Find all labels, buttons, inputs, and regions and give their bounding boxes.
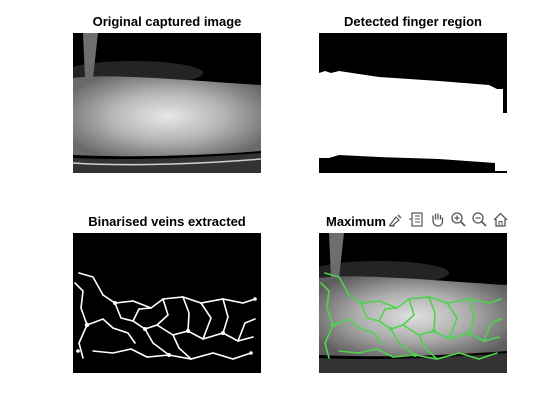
finger-region-axes[interactable]: [319, 33, 507, 173]
binarised-veins-image: [73, 233, 261, 373]
panel-title-original: Original captured image: [92, 14, 242, 29]
zoom-in-icon[interactable]: [449, 210, 468, 229]
maximum-overlay-axes[interactable]: [319, 233, 507, 373]
panel-title-finger-region: Detected finger region: [344, 14, 482, 29]
panel-title-maximum: Maximum: [326, 214, 386, 229]
maximum-overlay-image: [319, 233, 507, 373]
zoom-out-icon[interactable]: [470, 210, 489, 229]
panel-title-binarised-veins: Binarised veins extracted: [88, 214, 246, 229]
original-image-axes[interactable]: [73, 33, 261, 173]
axes-toolbar: [386, 210, 510, 229]
data-tips-icon[interactable]: [407, 210, 426, 229]
original-finger-image: [73, 33, 261, 173]
finger-region-mask: [319, 33, 507, 173]
binarised-veins-axes[interactable]: [73, 233, 261, 373]
brush-icon[interactable]: [386, 210, 405, 229]
pan-hand-icon[interactable]: [428, 210, 447, 229]
home-icon[interactable]: [491, 210, 510, 229]
